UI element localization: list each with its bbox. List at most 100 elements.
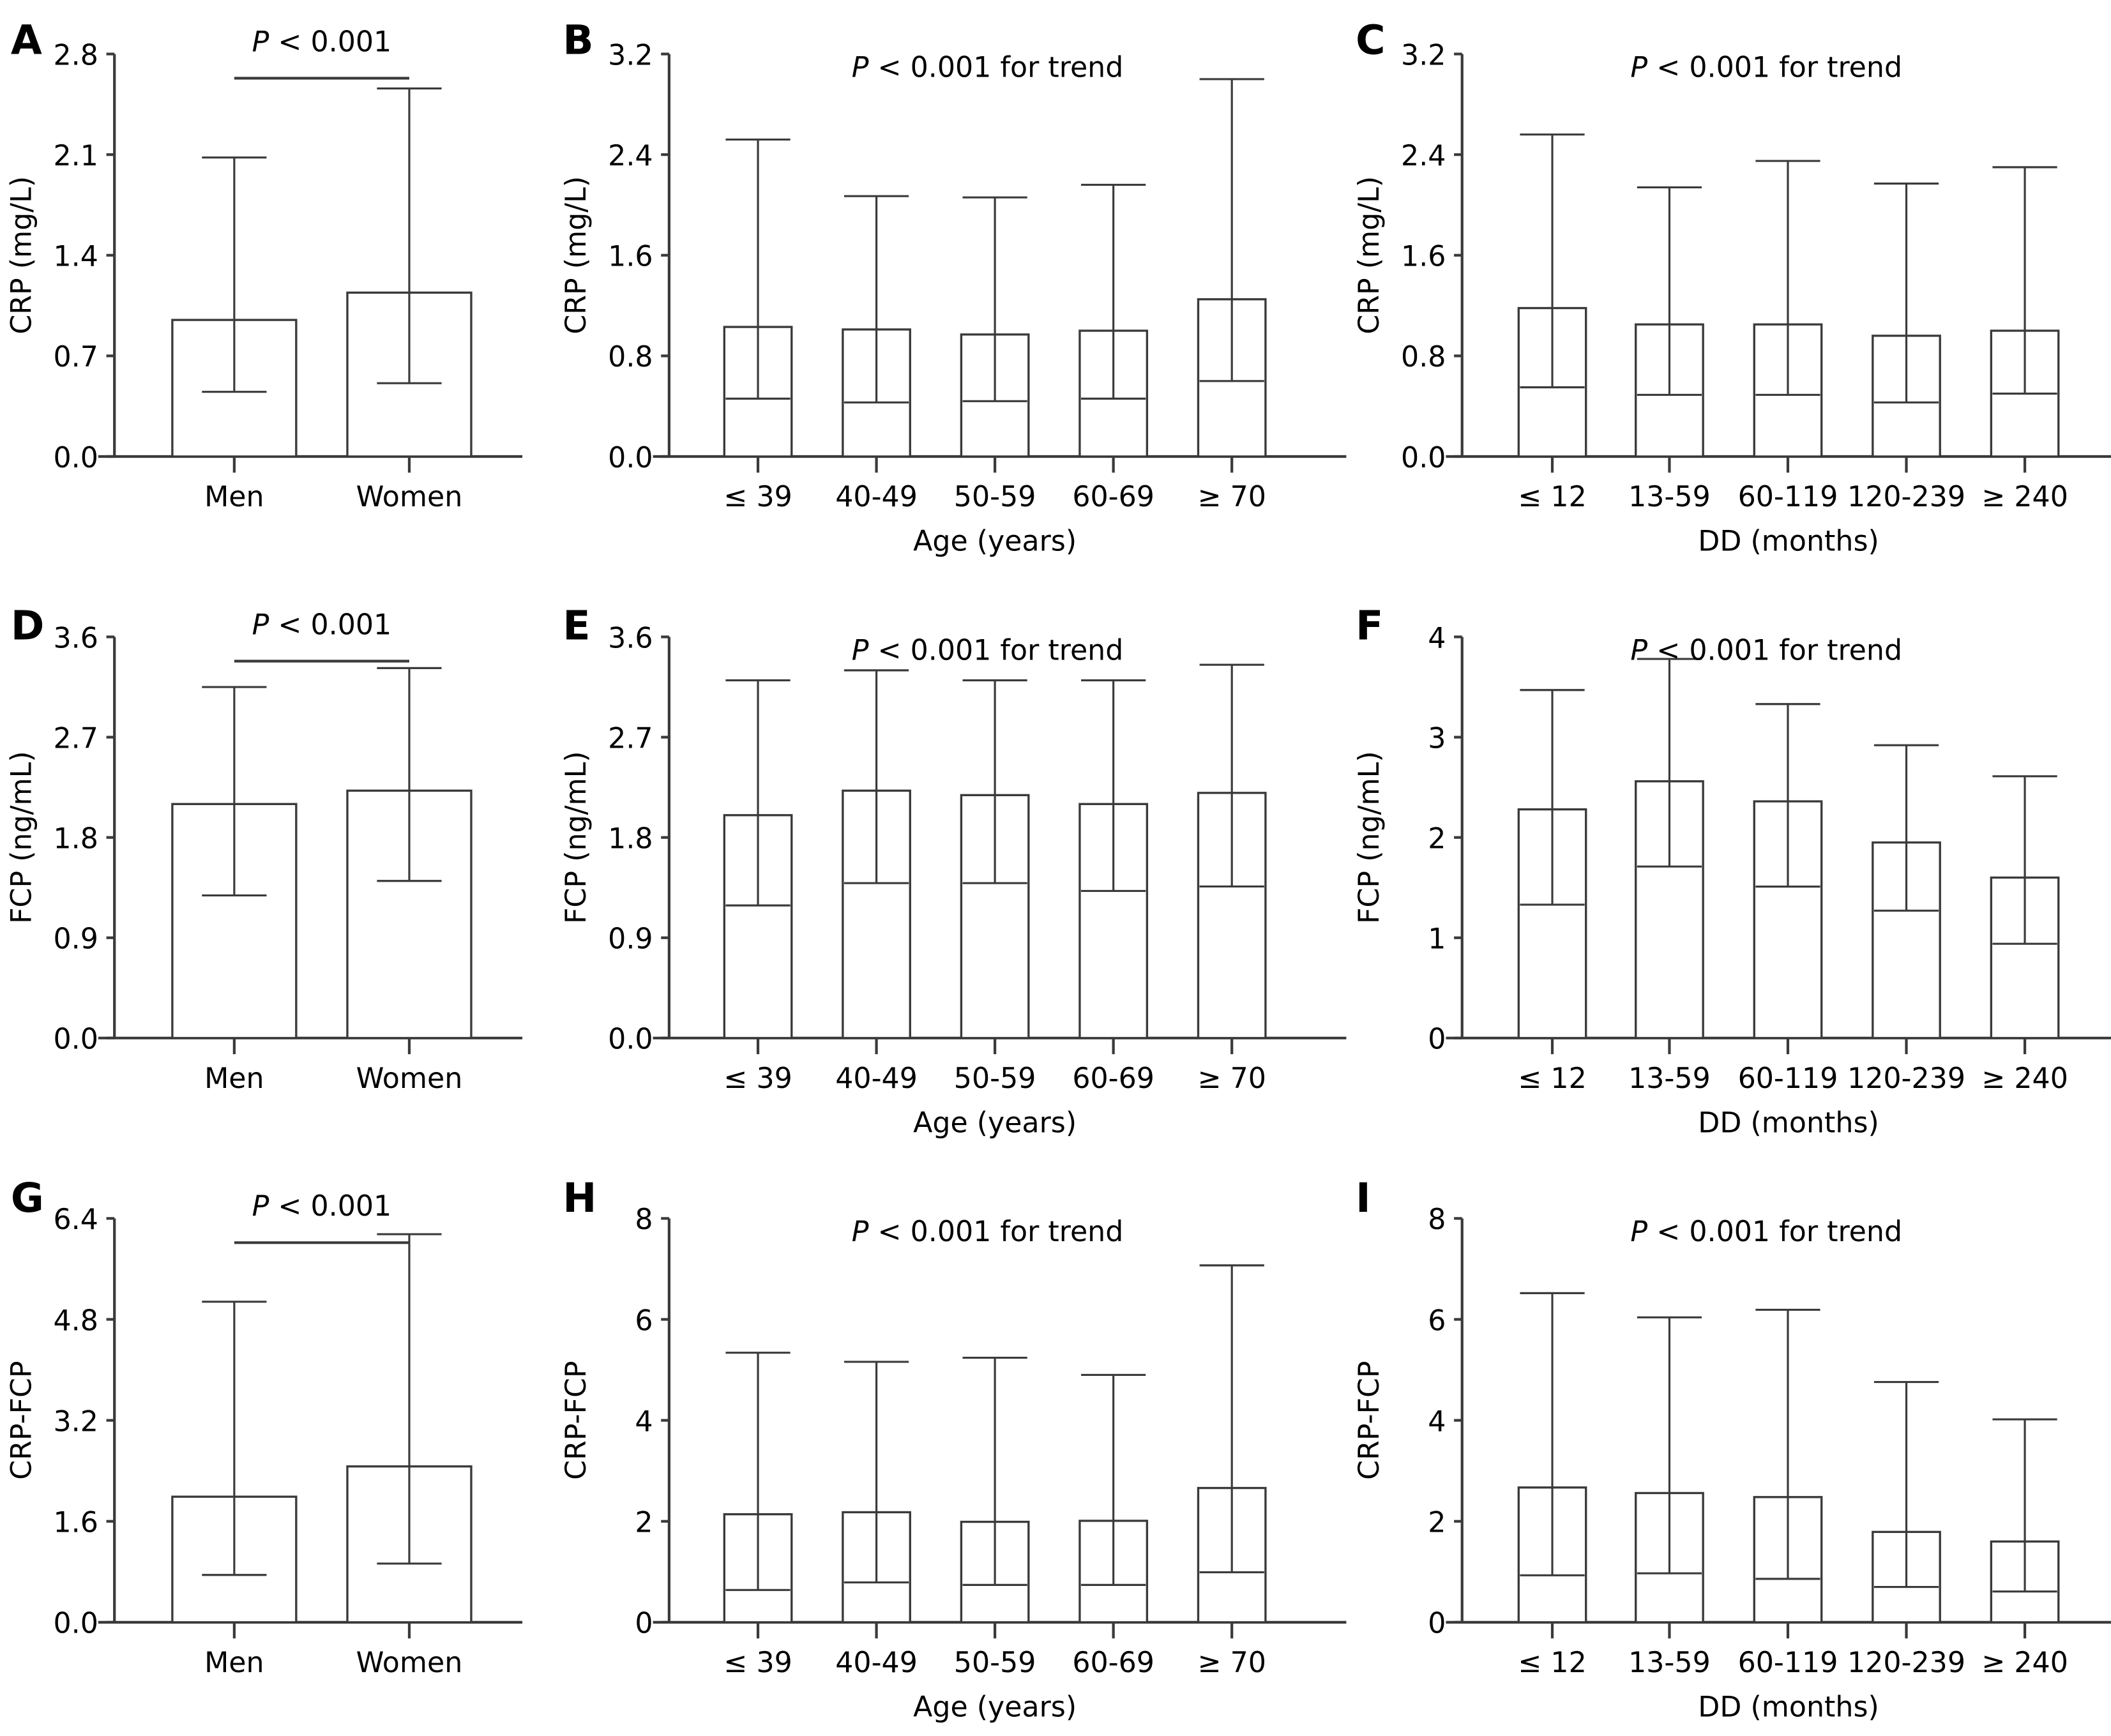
x-tick-label-h: 50-59 bbox=[954, 1647, 1036, 1679]
p-value-annotation-f: P < 0.001 for trend bbox=[1630, 634, 1902, 667]
x-tick-label-h: 60-69 bbox=[1072, 1647, 1154, 1679]
x-tick-label-e: 50-59 bbox=[954, 1062, 1036, 1095]
p-value-annotation-h: P < 0.001 for trend bbox=[852, 1216, 1124, 1248]
panel-label-i: I bbox=[1356, 1174, 1371, 1221]
y-tick-label-h: 6 bbox=[635, 1304, 653, 1337]
y-axis-title-b: CRP (mg/L) bbox=[560, 176, 593, 335]
panel-label-d: D bbox=[11, 602, 45, 649]
x-tick-label-b: ≤ 39 bbox=[723, 481, 792, 513]
y-tick-label-a: 0.7 bbox=[54, 341, 98, 374]
x-tick-label-i: 120-239 bbox=[1847, 1647, 1965, 1679]
p-value-text: < 0.001 for trend bbox=[868, 1216, 1123, 1248]
panel-label-g: G bbox=[11, 1174, 44, 1221]
y-axis-title-e: FCP (ng/mL) bbox=[560, 751, 593, 924]
y-tick-label-c: 3.2 bbox=[1401, 39, 1446, 72]
y-tick-label-i: 8 bbox=[1428, 1204, 1446, 1236]
y-tick-label-g: 0.0 bbox=[54, 1608, 98, 1640]
x-tick-label-i: 13-59 bbox=[1628, 1647, 1711, 1679]
y-tick-label-f: 4 bbox=[1428, 622, 1446, 654]
x-tick-label-f: 13-59 bbox=[1628, 1062, 1711, 1095]
x-tick-label-c: ≥ 240 bbox=[1981, 481, 2068, 513]
x-axis-title-i: DD (months) bbox=[1698, 1691, 1879, 1723]
p-symbol: P bbox=[1630, 634, 1647, 667]
y-tick-label-a: 1.4 bbox=[54, 241, 98, 273]
x-tick-label-c: ≤ 12 bbox=[1518, 481, 1587, 513]
y-tick-label-e: 1.8 bbox=[608, 823, 653, 856]
panel-label-a: A bbox=[11, 17, 42, 64]
y-tick-label-e: 3.6 bbox=[608, 622, 653, 654]
y-tick-label-f: 0 bbox=[1428, 1023, 1446, 1056]
p-symbol: P bbox=[852, 1216, 869, 1248]
x-tick-label-g: Men bbox=[204, 1647, 264, 1679]
y-tick-label-b: 2.4 bbox=[608, 140, 653, 172]
x-tick-label-c: 60-119 bbox=[1738, 481, 1838, 513]
panel-label-e: E bbox=[563, 602, 590, 649]
p-value-text: < 0.001 bbox=[269, 608, 391, 641]
panel-label-b: B bbox=[563, 17, 593, 64]
y-tick-label-c: 2.4 bbox=[1401, 140, 1446, 172]
y-tick-label-h: 4 bbox=[635, 1405, 653, 1438]
x-axis-title-h: Age (years) bbox=[913, 1691, 1077, 1723]
y-tick-label-a: 0.0 bbox=[54, 442, 98, 474]
y-axis-title-d: FCP (ng/mL) bbox=[5, 751, 38, 924]
y-tick-label-f: 1 bbox=[1428, 923, 1446, 956]
y-tick-label-g: 4.8 bbox=[54, 1304, 98, 1337]
x-tick-label-a: Women bbox=[356, 481, 463, 513]
x-tick-label-f: ≤ 12 bbox=[1518, 1062, 1587, 1095]
x-tick-label-c: 13-59 bbox=[1628, 481, 1711, 513]
p-value-text: < 0.001 for trend bbox=[868, 634, 1123, 667]
y-tick-label-b: 3.2 bbox=[608, 39, 653, 72]
y-tick-label-g: 6.4 bbox=[54, 1204, 98, 1236]
p-value-text: < 0.001 bbox=[269, 1190, 391, 1223]
p-value-text: < 0.001 for trend bbox=[868, 51, 1123, 84]
y-tick-label-g: 1.6 bbox=[54, 1507, 98, 1539]
y-axis-title-g: CRP-FCP bbox=[5, 1361, 38, 1479]
x-tick-label-f: ≥ 240 bbox=[1981, 1062, 2068, 1095]
y-tick-label-i: 2 bbox=[1428, 1507, 1446, 1539]
y-tick-label-i: 4 bbox=[1428, 1405, 1446, 1438]
x-axis-title-c: DD (months) bbox=[1698, 525, 1879, 558]
y-axis-title-i: CRP-FCP bbox=[1353, 1361, 1386, 1479]
x-tick-label-d: Women bbox=[356, 1062, 463, 1095]
x-tick-label-b: 50-59 bbox=[954, 481, 1036, 513]
y-tick-label-c: 0.0 bbox=[1401, 442, 1446, 474]
y-tick-label-b: 0.0 bbox=[608, 442, 653, 474]
x-tick-label-h: ≥ 70 bbox=[1197, 1647, 1266, 1679]
p-value-annotation-i: P < 0.001 for trend bbox=[1630, 1216, 1902, 1248]
x-tick-label-g: Women bbox=[356, 1647, 463, 1679]
p-symbol: P bbox=[852, 51, 869, 84]
y-tick-label-f: 3 bbox=[1428, 722, 1446, 755]
x-tick-label-h: 40-49 bbox=[835, 1647, 918, 1679]
p-value-annotation-g: P < 0.001 bbox=[252, 1190, 392, 1223]
p-value-annotation-d: P < 0.001 bbox=[252, 608, 392, 641]
x-tick-label-e: ≤ 39 bbox=[723, 1062, 792, 1095]
p-value-annotation-c: P < 0.001 for trend bbox=[1630, 51, 1902, 84]
panel-label-h: H bbox=[563, 1174, 596, 1221]
y-tick-label-d: 0.9 bbox=[54, 923, 98, 956]
panel-label-f: F bbox=[1356, 602, 1383, 649]
p-symbol: P bbox=[252, 1190, 269, 1223]
p-value-text: < 0.001 bbox=[269, 26, 391, 58]
x-tick-label-b: 40-49 bbox=[835, 481, 918, 513]
x-tick-label-f: 120-239 bbox=[1847, 1062, 1965, 1095]
y-tick-label-b: 0.8 bbox=[608, 341, 653, 374]
p-value-text: < 0.001 for trend bbox=[1647, 634, 1902, 667]
y-tick-label-h: 0 bbox=[635, 1608, 653, 1640]
x-tick-label-i: ≤ 12 bbox=[1518, 1647, 1587, 1679]
x-tick-label-e: 60-69 bbox=[1072, 1062, 1154, 1095]
y-axis-title-f: FCP (ng/mL) bbox=[1353, 751, 1386, 924]
y-tick-label-i: 0 bbox=[1428, 1608, 1446, 1640]
y-axis-title-c: CRP (mg/L) bbox=[1353, 176, 1386, 335]
x-tick-label-b: 60-69 bbox=[1072, 481, 1154, 513]
y-tick-label-g: 3.2 bbox=[54, 1405, 98, 1438]
y-tick-label-a: 2.1 bbox=[54, 140, 98, 172]
x-tick-label-i: ≥ 240 bbox=[1981, 1647, 2068, 1679]
y-tick-label-d: 3.6 bbox=[54, 622, 98, 654]
y-tick-label-e: 2.7 bbox=[608, 722, 653, 755]
p-value-annotation-b: P < 0.001 for trend bbox=[852, 51, 1124, 84]
x-tick-label-a: Men bbox=[204, 481, 264, 513]
x-tick-label-e: ≥ 70 bbox=[1197, 1062, 1266, 1095]
x-tick-label-i: 60-119 bbox=[1738, 1647, 1838, 1679]
